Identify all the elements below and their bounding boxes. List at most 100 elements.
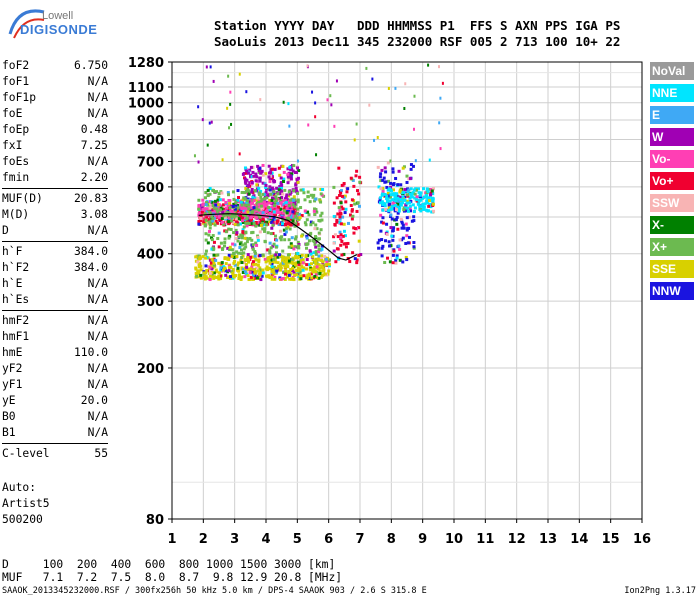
echo-point xyxy=(381,203,385,207)
echo-point xyxy=(233,263,237,267)
param-name: M(D) xyxy=(2,208,30,221)
echo-point xyxy=(251,195,255,199)
echo-point xyxy=(245,216,249,220)
echo-point xyxy=(352,226,356,230)
echo-point xyxy=(310,276,314,280)
param-row: h`F 384.0 xyxy=(2,244,108,260)
echo-point xyxy=(260,274,264,278)
echo-point xyxy=(214,258,218,262)
echo-point xyxy=(278,268,282,272)
echo-point xyxy=(213,223,217,227)
echo-point xyxy=(277,166,281,170)
echo-point xyxy=(294,221,298,225)
echo-point xyxy=(300,265,304,269)
x-tick-label: 15 xyxy=(602,532,620,547)
echo-point xyxy=(284,262,288,266)
echo-point xyxy=(236,239,240,243)
echo-point xyxy=(254,207,258,211)
echo-point xyxy=(390,217,394,221)
echo-point xyxy=(336,257,340,261)
echo-point xyxy=(368,103,371,107)
y-tick-label: 300 xyxy=(137,295,164,310)
echo-point xyxy=(210,221,214,225)
echo-point xyxy=(226,193,230,197)
echo-point xyxy=(248,168,252,172)
echo-point xyxy=(276,201,280,205)
echo-point xyxy=(250,231,254,235)
param-value: 20.0 xyxy=(80,394,108,407)
echo-point xyxy=(253,256,257,260)
echo-point xyxy=(270,258,274,262)
echo-point xyxy=(404,203,408,207)
echo-point xyxy=(244,213,248,217)
echo-point xyxy=(292,164,296,168)
echo-point xyxy=(358,175,362,179)
echo-point xyxy=(289,272,293,276)
echo-point xyxy=(303,209,307,213)
echo-point xyxy=(409,163,413,167)
echo-point xyxy=(293,219,297,223)
echo-point xyxy=(413,196,417,200)
echo-point xyxy=(409,167,413,171)
legend-item-xplus: X+ xyxy=(650,238,694,256)
echo-point xyxy=(253,274,257,278)
echo-point xyxy=(378,201,382,205)
y-tick-label: 1000 xyxy=(128,97,164,112)
echo-point xyxy=(251,260,255,264)
echo-point xyxy=(404,209,408,213)
echo-point xyxy=(236,263,240,267)
echo-point xyxy=(243,166,247,170)
echo-point xyxy=(212,247,216,251)
echo-point xyxy=(260,204,264,208)
echo-point xyxy=(314,207,318,211)
param-separator xyxy=(2,241,108,242)
echo-point xyxy=(291,169,295,173)
echo-point xyxy=(421,187,425,191)
echo-point xyxy=(308,250,312,254)
echo-point xyxy=(217,231,221,235)
echo-point xyxy=(293,202,297,206)
echo-point xyxy=(258,215,262,219)
param-value: 384.0 xyxy=(73,245,108,258)
echo-point xyxy=(396,183,400,187)
echo-point xyxy=(291,277,295,281)
echo-point xyxy=(404,222,408,226)
echo-point xyxy=(391,261,395,265)
param-row: yE 20.0 xyxy=(2,393,108,409)
echo-point xyxy=(264,223,268,227)
echo-point xyxy=(400,221,404,225)
echo-point xyxy=(210,238,214,242)
echo-point xyxy=(325,259,329,263)
echo-point xyxy=(259,270,263,274)
echo-point xyxy=(197,271,201,275)
echo-point xyxy=(306,195,310,199)
echo-point xyxy=(395,215,399,219)
echo-point xyxy=(272,210,276,214)
echo-point xyxy=(270,198,274,202)
echo-point xyxy=(226,246,230,250)
echo-point xyxy=(358,180,362,184)
echo-point xyxy=(197,198,201,202)
echo-point xyxy=(406,241,410,245)
echo-point xyxy=(412,188,416,192)
echo-point xyxy=(431,202,435,206)
echo-point xyxy=(259,223,263,227)
echo-point xyxy=(234,204,238,208)
echo-point xyxy=(288,124,291,128)
echo-point xyxy=(256,179,260,183)
echo-point xyxy=(416,202,420,206)
echo-point xyxy=(386,161,390,165)
echo-point xyxy=(287,259,291,263)
echo-point xyxy=(274,253,278,257)
echo-point xyxy=(336,247,340,251)
echo-point xyxy=(216,237,220,241)
echo-point xyxy=(212,240,216,244)
echo-point xyxy=(388,199,392,203)
echo-point xyxy=(286,198,290,202)
echo-point xyxy=(268,251,272,255)
echo-point xyxy=(244,245,248,249)
header-line-2: SaoLuis 2013 Dec11 345 232000 RSF 005 2 … xyxy=(214,34,621,49)
echo-point xyxy=(306,242,310,246)
x-tick-label: 11 xyxy=(476,532,494,547)
y-tick-label: 80 xyxy=(146,513,164,528)
